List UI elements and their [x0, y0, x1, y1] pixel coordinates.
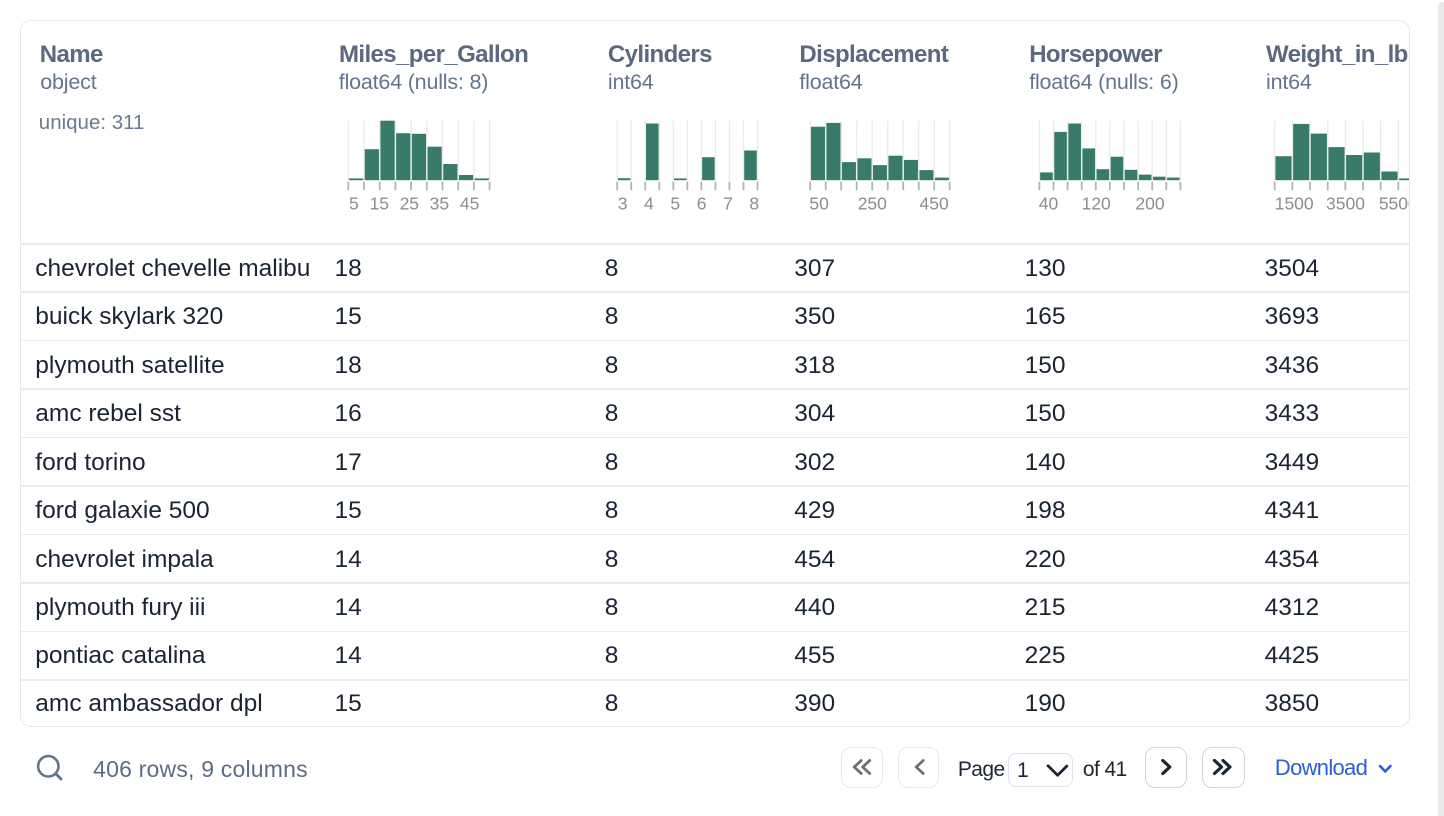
svg-text:250: 250	[858, 194, 887, 214]
svg-text:4: 4	[644, 194, 654, 214]
svg-text:450: 450	[919, 194, 948, 214]
svg-text:6: 6	[697, 194, 707, 214]
svg-text:5: 5	[349, 194, 359, 214]
svg-text:3: 3	[618, 194, 628, 214]
svg-text:1500: 1500	[1275, 194, 1314, 214]
svg-text:25: 25	[400, 194, 419, 214]
svg-text:7: 7	[723, 194, 733, 214]
svg-text:15: 15	[370, 194, 389, 214]
svg-text:50: 50	[809, 194, 829, 214]
svg-text:35: 35	[430, 194, 449, 214]
svg-text:8: 8	[749, 194, 759, 214]
svg-text:200: 200	[1135, 194, 1164, 214]
svg-text:5: 5	[670, 194, 680, 214]
svg-text:120: 120	[1082, 194, 1111, 214]
svg-text:45: 45	[460, 194, 479, 214]
svg-text:3500: 3500	[1326, 194, 1365, 214]
svg-text:40: 40	[1039, 194, 1059, 214]
svg-text:5500: 5500	[1379, 194, 1410, 214]
